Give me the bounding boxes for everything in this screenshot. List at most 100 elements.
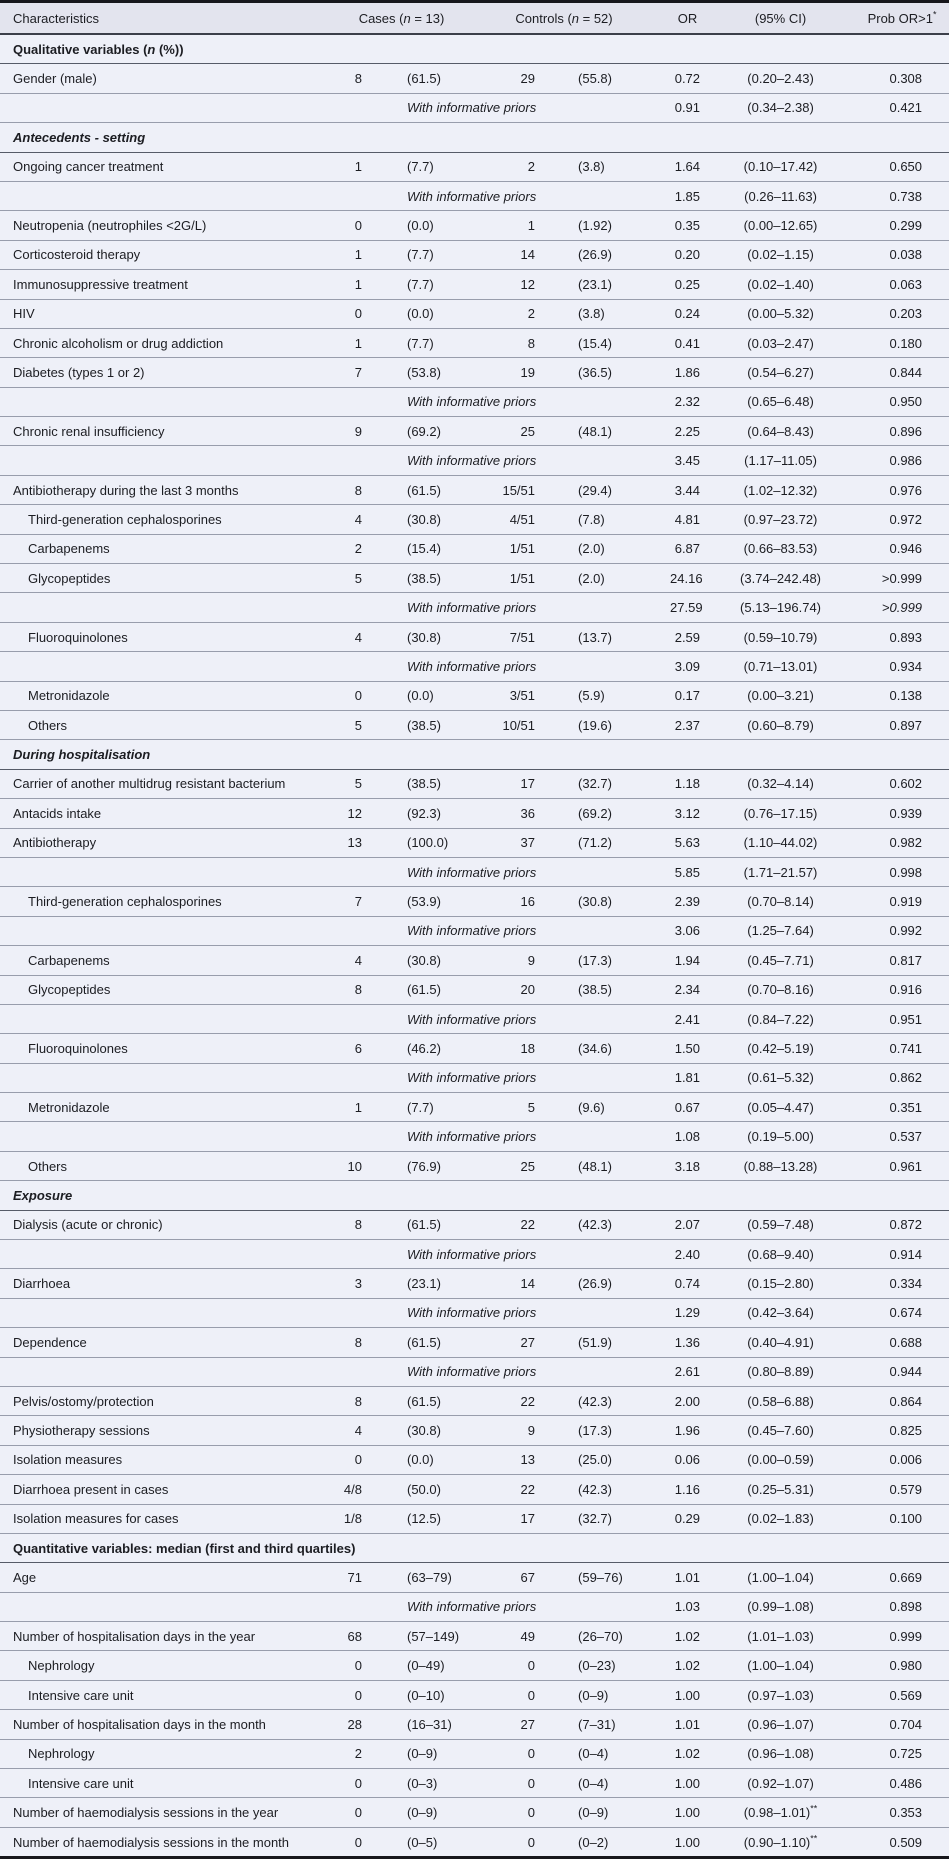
cases-pct-value: (0–49) bbox=[407, 1658, 445, 1674]
controls-pct-value: (32.7) bbox=[578, 1511, 612, 1527]
controls-pct-value: (38.5) bbox=[578, 982, 612, 998]
section-label: Quantitative variables: median (first an… bbox=[13, 1540, 356, 1556]
prob-value: 0.950 bbox=[889, 394, 923, 410]
ci-value: (5.13–196.74) bbox=[740, 600, 821, 616]
controls-pct-value: (2.0) bbox=[578, 570, 605, 586]
ci-value: (0.70–8.14) bbox=[747, 894, 814, 910]
prob-value: 0.308 bbox=[889, 71, 923, 87]
controls-pct-value: (0–4) bbox=[578, 1746, 609, 1762]
prob-value: 0.537 bbox=[889, 1129, 923, 1145]
controls-pct-value: (71.2) bbox=[578, 835, 612, 851]
cases-n-value: 5 bbox=[354, 717, 362, 733]
cases-pct-value: (50.0) bbox=[407, 1481, 441, 1497]
prob-value: 0.100 bbox=[889, 1511, 923, 1527]
controls-n-value: 37 bbox=[520, 835, 536, 851]
or-value: 1.00 bbox=[674, 1805, 701, 1821]
cases-n-value: 13 bbox=[347, 835, 362, 851]
controls-n-value: 1/51 bbox=[509, 541, 536, 557]
section-header-row: Qualitative variables (n (%)) bbox=[0, 34, 949, 64]
or-value: 2.37 bbox=[674, 717, 701, 733]
header-prob: Prob OR>1* bbox=[855, 1, 949, 35]
row-label: Chronic alcoholism or drug addiction bbox=[13, 335, 224, 351]
or-value: 1.16 bbox=[674, 1481, 701, 1497]
controls-n-value: 17 bbox=[520, 776, 536, 792]
or-value: 1.08 bbox=[674, 1129, 701, 1145]
ci-value: (0.84–7.22) bbox=[747, 1011, 814, 1027]
controls-n-value: 13 bbox=[520, 1452, 536, 1468]
prob-value: 0.825 bbox=[889, 1423, 923, 1439]
prob-value: 0.741 bbox=[889, 1040, 923, 1056]
informative-priors-row: With informative priors 1.29 (0.42–3.64) 0.… bbox=[0, 1298, 949, 1327]
controls-n-value: 49 bbox=[520, 1628, 536, 1644]
or-value: 2.40 bbox=[674, 1246, 701, 1262]
ci-value: (1.02–12.32) bbox=[743, 482, 818, 498]
row-label bbox=[0, 652, 330, 681]
row-label: Others bbox=[28, 717, 68, 733]
controls-pct-value: (0–4) bbox=[578, 1775, 609, 1791]
controls-pct-value: (36.5) bbox=[578, 364, 612, 380]
prob-value: 0.579 bbox=[889, 1481, 923, 1497]
controls-n-value: 1/51 bbox=[509, 570, 536, 586]
cases-n-value: 0 bbox=[354, 1834, 362, 1850]
cases-n-value: 4/8 bbox=[343, 1481, 362, 1497]
or-value: 1.36 bbox=[674, 1334, 701, 1350]
cases-pct-value: (76.9) bbox=[407, 1158, 441, 1174]
informative-priors-row: With informative priors 3.09 (0.71–13.01) 0… bbox=[0, 651, 949, 681]
cases-pct-value: (69.2) bbox=[407, 423, 441, 439]
header-characteristics: Characteristics bbox=[0, 1, 330, 35]
cases-n-value: 28 bbox=[347, 1716, 362, 1732]
ci-footnote-marker: ** bbox=[810, 1833, 818, 1844]
row-label: Chronic renal insufficiency bbox=[13, 423, 165, 439]
cases-pct-value: (0.0) bbox=[407, 306, 434, 322]
prob-value: 0.063 bbox=[889, 276, 923, 292]
controls-n-value: 2 bbox=[527, 159, 536, 175]
informative-priors-label: With informative priors bbox=[407, 864, 537, 880]
or-value: 1.01 bbox=[674, 1570, 701, 1585]
or-value: 1.96 bbox=[674, 1423, 701, 1439]
cases-n-value: 5 bbox=[354, 776, 362, 792]
prob-value: 0.669 bbox=[889, 1570, 923, 1585]
ci-value: (0.02–1.15) bbox=[747, 247, 814, 263]
cases-n-value: 7 bbox=[354, 894, 362, 910]
or-value: 27.59 bbox=[670, 600, 703, 616]
row-label: Antacids intake bbox=[13, 805, 102, 821]
prob-value: 0.704 bbox=[889, 1716, 923, 1732]
cases-pct-value: (92.3) bbox=[407, 805, 441, 821]
or-value: 1.85 bbox=[674, 188, 701, 204]
or-value: 1.81 bbox=[674, 1070, 701, 1086]
informative-priors-row: With informative priors 3.45 (1.17–11.05) 0… bbox=[0, 445, 949, 475]
ci-value: (0.98–1.01)** bbox=[743, 1803, 818, 1821]
controls-n-value: 0 bbox=[527, 1775, 536, 1791]
row-label: Diarrhoea present in cases bbox=[13, 1481, 169, 1497]
cases-n-value: 3 bbox=[354, 1276, 362, 1292]
or-value: 2.39 bbox=[674, 894, 701, 910]
ci-value: (0.45–7.71) bbox=[747, 952, 814, 968]
cases-pct-value: (38.5) bbox=[407, 570, 441, 586]
controls-n-value: 12 bbox=[520, 276, 536, 292]
controls-n-value: 9 bbox=[527, 1423, 536, 1439]
cases-pct-value: (61.5) bbox=[407, 71, 441, 87]
controls-n-value: 10/51 bbox=[502, 717, 536, 733]
prob-value: 0.299 bbox=[889, 218, 923, 234]
prob-value: 0.992 bbox=[889, 923, 923, 939]
cases-pct-value: (53.8) bbox=[407, 364, 441, 380]
table-row: Dialysis (acute or chronic) 8 (61.5) 22 (42.… bbox=[0, 1210, 949, 1239]
cases-pct-value: (7.7) bbox=[407, 1099, 434, 1115]
table-row: Others 5 (38.5) 10/51 (19.6) 2.37 (0.60–8.79) 0… bbox=[0, 710, 949, 739]
ci-value: (0.34–2.38) bbox=[747, 100, 814, 116]
section-label: Antecedents - setting bbox=[13, 129, 146, 145]
controls-pct-value: (7–31) bbox=[578, 1716, 616, 1732]
header-cases: Cases (n = 13) bbox=[330, 1, 497, 35]
row-label: Metronidazole bbox=[28, 1099, 110, 1115]
cases-n-value: 4 bbox=[354, 952, 362, 968]
row-label bbox=[0, 1592, 330, 1621]
cases-n-value: 5 bbox=[354, 570, 362, 586]
row-label: Isolation measures bbox=[13, 1452, 123, 1468]
table-row: HIV 0 (0.0) 2 (3.8) 0.24 (0.00–5.32) 0.203 bbox=[0, 299, 949, 328]
cases-pct-value: (57–149) bbox=[407, 1628, 460, 1644]
informative-priors-label: With informative priors bbox=[407, 600, 537, 616]
row-label: Antibiotherapy during the last 3 months bbox=[13, 482, 239, 498]
ci-value: (0.80–8.89) bbox=[747, 1364, 814, 1380]
or-value: 0.25 bbox=[674, 276, 701, 292]
cases-n-value: 0 bbox=[354, 1452, 362, 1468]
